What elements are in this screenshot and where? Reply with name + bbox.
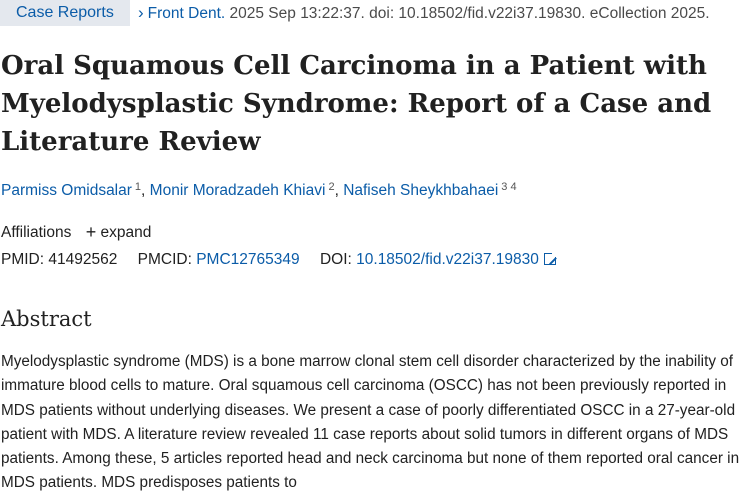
author-link[interactable]: Nafiseh Sheykhbahaei (343, 182, 499, 199)
pmcid-link[interactable]: PMC12765349 (196, 251, 300, 268)
external-link-icon[interactable] (543, 251, 558, 265)
pmid-value: 41492562 (48, 251, 118, 268)
journal-link[interactable]: Front Dent. (147, 5, 226, 22)
affiliations-label: Affiliations (1, 224, 72, 241)
plus-icon[interactable]: + (85, 222, 97, 242)
author-affiliation-ref[interactable]: 3 4 (501, 181, 517, 193)
doi-link[interactable]: 10.18502/fid.v22i37.19830 (356, 251, 539, 268)
abstract-heading: Abstract (1, 307, 92, 331)
identifiers: PMID: 41492562 PMCID: PMC12765349 DOI: 1… (1, 251, 558, 269)
citation-line: › Front Dent. 2025 Sep 13:22:37. doi: 10.… (138, 0, 710, 26)
author-link[interactable]: Parmiss Omidsalar (1, 182, 132, 199)
author-affiliation-ref[interactable]: 1 (134, 181, 142, 193)
author-list: Parmiss Omidsalar 1, Monir Moradzadeh Khi… (1, 181, 517, 199)
affiliations-toggle[interactable]: Affiliations + expand (1, 222, 151, 243)
citation-details: 2025 Sep 13:22:37. doi: 10.18502/fid.v22… (229, 5, 710, 22)
doi-label: DOI: (319, 251, 352, 268)
pmcid-label: PMCID: (137, 251, 192, 268)
abstract-text: Myelodysplastic syndrome (MDS) is a bone… (1, 353, 740, 492)
author-link[interactable]: Monir Moradzadeh Khiavi (149, 182, 326, 199)
article-type-badge[interactable]: Case Reports (0, 0, 130, 26)
expand-label[interactable]: expand (100, 224, 152, 241)
chevron-right-icon[interactable]: › (138, 3, 144, 22)
article-title: Oral Squamous Cell Carcinoma in a Patien… (1, 51, 712, 157)
author-affiliation-ref[interactable]: 2 (328, 181, 335, 193)
citation-bar: Case Reports › Front Dent. 2025 Sep 13:22… (0, 0, 750, 28)
pmid-label: PMID: (1, 251, 45, 268)
